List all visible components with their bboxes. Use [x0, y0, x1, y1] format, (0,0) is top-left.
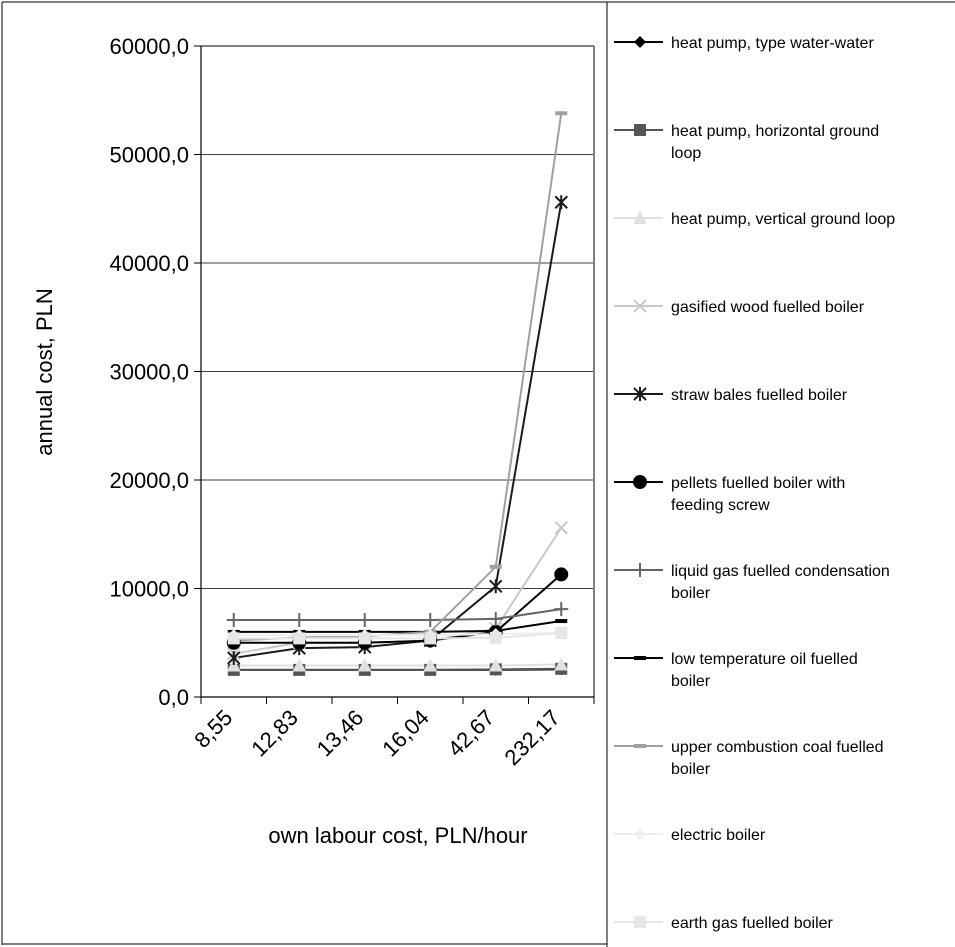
data-point-7-3 — [357, 612, 372, 627]
legend-label: liquid gas fuelled condensation — [671, 563, 890, 580]
series-line-3 — [233, 663, 562, 667]
data-point-3-3 — [357, 658, 372, 672]
legend-marker — [634, 656, 646, 660]
data-point-9-5 — [489, 564, 502, 569]
legend-label: heat pump, horizontal ground — [671, 123, 879, 140]
series-line-5 — [233, 202, 563, 659]
legend-label: boiler — [671, 585, 711, 602]
legend-marker — [633, 475, 647, 489]
data-point-7-6 — [554, 602, 569, 617]
y-tick-label: 40000,0 — [109, 251, 189, 276]
series-line-7 — [233, 608, 562, 621]
data-point-11-3 — [358, 632, 371, 645]
legend-marker — [634, 124, 646, 136]
data-point-7-4 — [423, 612, 438, 627]
data-point-7-2 — [292, 612, 307, 627]
data-point-5-5 — [489, 579, 503, 594]
data-point-5-6 — [554, 195, 568, 210]
y-tick-label: 10000,0 — [109, 577, 189, 602]
series-line-6 — [233, 573, 562, 644]
legend-marker — [634, 828, 646, 840]
legend-label: heat pump, type water-water — [671, 35, 874, 52]
legend-label: earth gas fuelled boiler — [671, 915, 834, 932]
series-line-2 — [233, 667, 562, 671]
data-point-11-5 — [489, 631, 502, 644]
legend-item: straw bales fuelled boiler — [614, 387, 848, 404]
data-point-5-1 — [227, 650, 241, 665]
legend-label: loop — [671, 145, 701, 162]
y-tick-label: 20000,0 — [109, 468, 189, 493]
legend-marker — [633, 563, 647, 577]
data-point-11-2 — [293, 632, 306, 645]
legend-item: pellets fuelled boiler with feeding screw — [614, 475, 845, 514]
legend-label: electric boiler — [671, 827, 766, 844]
data-point-3-6 — [554, 657, 569, 671]
series-markers — [226, 111, 569, 676]
legend-marker — [634, 916, 646, 928]
legend-label: feeding screw — [671, 497, 770, 514]
series-line-10 — [233, 631, 562, 637]
x-axis-title: own labour cost, PLN/hour — [268, 823, 527, 848]
y-tick-label: 60000,0 — [109, 34, 189, 59]
data-point-9-6 — [555, 111, 568, 116]
data-point-11-1 — [227, 632, 240, 645]
legend-marker — [633, 387, 647, 401]
data-point-11-4 — [424, 632, 437, 645]
legend-item: gasified wood fuelled boiler — [614, 299, 865, 316]
y-tick-label: 30000,0 — [109, 360, 189, 385]
data-point-7-1 — [226, 612, 241, 627]
legend-marker — [633, 211, 647, 224]
legend-label: heat pump, vertical ground loop — [671, 211, 895, 228]
y-axis-title: annual cost, PLN — [32, 288, 57, 456]
legend-item: low temperature oil fuelled boiler — [614, 651, 858, 690]
legend-label: gasified wood fuelled boiler — [671, 299, 865, 316]
legend-label: boiler — [671, 673, 711, 690]
data-point-7-5 — [488, 611, 503, 626]
legend-item: heat pump, type water-water — [614, 35, 874, 52]
data-point-6-6 — [554, 567, 569, 582]
y-tick-label: 50000,0 — [109, 143, 189, 168]
legend-label: straw bales fuelled boiler — [671, 387, 848, 404]
legend-label: low temperature oil fuelled — [671, 651, 858, 668]
legend-item: heat pump, horizontal ground loop — [614, 123, 879, 162]
legend-marker — [634, 36, 646, 48]
legend-label: upper combustion coal fuelled — [671, 739, 884, 756]
legend-item: upper combustion coal fuelled boiler — [614, 739, 884, 778]
legend-marker — [633, 299, 647, 313]
legend-item: heat pump, vertical ground loop — [614, 211, 895, 228]
data-point-11-6 — [555, 626, 568, 639]
data-point-3-4 — [423, 658, 438, 672]
legend-label: boiler — [671, 761, 711, 778]
series-lines — [233, 113, 563, 671]
legend-label: pellets fuelled boiler with — [671, 475, 845, 492]
series-line-11 — [233, 631, 562, 640]
data-point-8-6 — [555, 619, 568, 624]
data-point-3-5 — [488, 658, 503, 672]
axes — [194, 45, 595, 704]
legend-item: electric boiler — [614, 827, 766, 844]
data-point-3-1 — [226, 658, 241, 672]
y-tick-label: 0,0 — [158, 685, 189, 710]
legend-item: liquid gas fuelled condensation boiler — [614, 563, 890, 602]
data-point-3-2 — [292, 658, 307, 672]
series-line-8 — [233, 620, 562, 633]
legend-item: earth gas fuelled boiler — [614, 915, 834, 932]
legend-marker — [634, 744, 646, 748]
legend: heat pump, type water-water heat pump, ho… — [614, 35, 895, 932]
data-point-4-6 — [554, 521, 568, 535]
